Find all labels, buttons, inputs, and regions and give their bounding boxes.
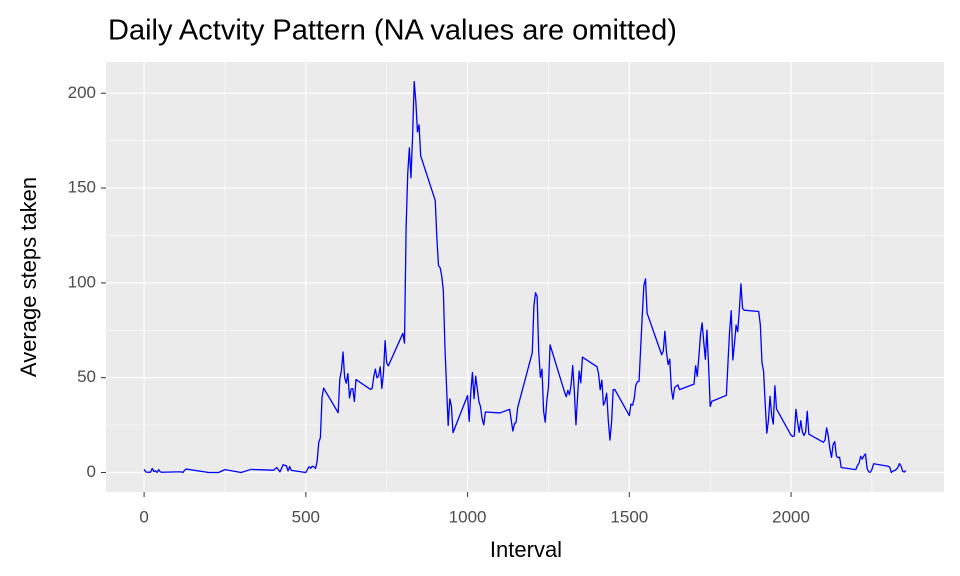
x-tick-label: 1500 <box>610 507 648 526</box>
y-tick-label: 150 <box>68 178 96 197</box>
y-tick-label: 100 <box>68 272 96 291</box>
chart-title: Daily Actvity Pattern (NA values are omi… <box>108 15 677 47</box>
data-line <box>143 80 907 474</box>
y-tick-label: 50 <box>77 367 96 386</box>
x-tick-label: 0 <box>139 507 148 526</box>
y-axis-label: Average steps taken <box>16 177 41 377</box>
x-tick-label: 1000 <box>449 507 487 526</box>
x-tick-label: 500 <box>292 507 320 526</box>
x-axis-label: Interval <box>490 537 562 562</box>
y-tick-label: 200 <box>68 83 96 102</box>
plot-panel <box>106 62 944 492</box>
x-tick-label: 2000 <box>772 507 810 526</box>
y-tick-label: 0 <box>87 462 96 481</box>
